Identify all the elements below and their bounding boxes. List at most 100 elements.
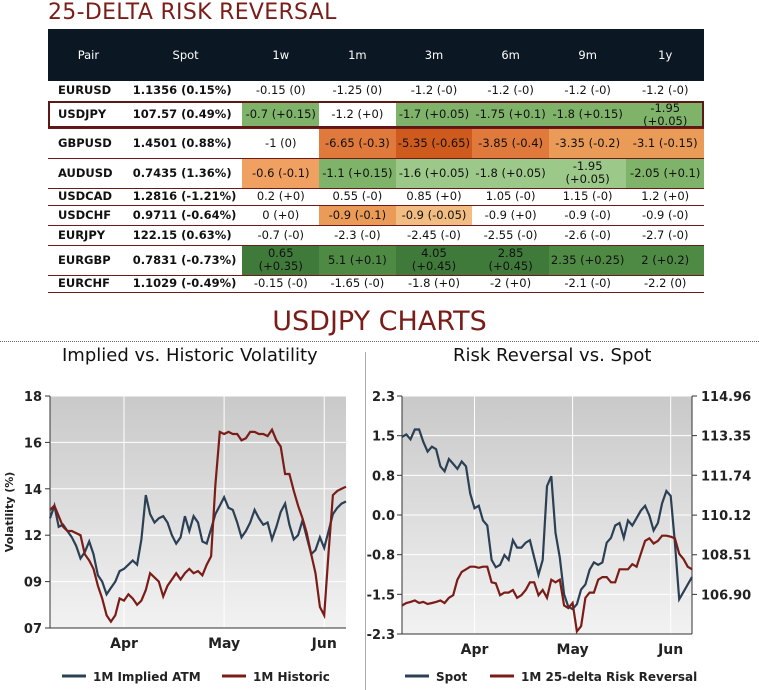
y-tick-label-left: -0.8 xyxy=(367,549,395,564)
y-tick-label: 09 xyxy=(24,576,42,591)
x-tick-label: Jun xyxy=(311,636,337,652)
x-tick-label: Apr xyxy=(110,636,138,652)
volatility-chart: 07 09 12 14 16 18 Apr May Jun Volatility (%) 1M Im… xyxy=(3,390,347,684)
cell-pair: EURCHF xyxy=(48,275,129,293)
cell-tenor-value: 1.05 (-0) xyxy=(472,188,549,206)
cell-tenor-value: -2.7 (-0) xyxy=(626,225,704,246)
header-pair[interactable]: Pair xyxy=(48,29,129,81)
cell-tenor-value: -5.35 (-0.65) xyxy=(395,128,473,159)
cell-tenor-value: 2.35 (+0.25) xyxy=(548,245,627,276)
page-title: 25-DELTA RISK REVERSAL xyxy=(48,0,337,25)
series-line-1 xyxy=(49,427,347,624)
cell-tenor-value: -0.7 (+0.15) xyxy=(242,101,320,129)
chart-title-volatility: Implied vs. Historic Volatility xyxy=(62,345,318,366)
y-axis-label: Volatility (%) xyxy=(3,472,16,553)
header-6m[interactable]: 6m xyxy=(472,29,549,81)
y-tick-label: 18 xyxy=(24,390,42,405)
series-line-1 xyxy=(401,534,693,635)
cell-spot: 1.2816 (-1.21%) xyxy=(128,188,243,206)
cell-tenor-value: 0.85 (+0) xyxy=(395,188,473,206)
cell-tenor-value: -0.7 (-0) xyxy=(242,225,320,246)
cell-pair: EURJPY xyxy=(48,225,129,246)
cell-tenor-value: 2.85 (+0.45) xyxy=(472,245,549,276)
cell-tenor-value: -1.2 (+0) xyxy=(319,101,396,129)
cell-tenor-value: -2 (+0) xyxy=(472,275,549,293)
cell-tenor-value: -2.45 (-0) xyxy=(395,225,473,246)
y-tick-label-left: 1.5 xyxy=(372,430,395,445)
header-1w[interactable]: 1w xyxy=(242,29,320,81)
series-line-0 xyxy=(401,428,693,611)
cell-tenor-value: -1.8 (+0.15) xyxy=(548,101,627,129)
y-tick-label-right: 108.51 xyxy=(701,549,751,564)
x-tick-label: Apr xyxy=(461,642,489,658)
cell-tenor-value: -1.1 (+0.15) xyxy=(319,158,396,189)
cell-tenor-value: -0.15 (-0) xyxy=(242,275,320,293)
risk-reversal-table: Pair Spot 1w 1m 3m 6m 9m 1y EURUSD 1.1356… xyxy=(48,29,704,293)
y-tick-label: 16 xyxy=(24,436,42,451)
y-tick-label-right: 106.90 xyxy=(701,588,751,603)
legend-label-spot: Spot xyxy=(436,670,467,684)
header-1m[interactable]: 1m xyxy=(319,29,396,81)
cell-pair: USDCHF xyxy=(48,205,129,226)
cell-tenor-value: -0.9 (-0) xyxy=(626,205,704,226)
y-tick-label: 12 xyxy=(24,529,42,544)
y-tick-label-right: 110.12 xyxy=(701,509,751,524)
table-row[interactable]: EURUSD 1.1356 (0.15%) -0.15 (0) -1.25 (0) -1… xyxy=(48,81,704,102)
legend-label-historic: 1M Historic xyxy=(253,670,330,684)
table-row[interactable]: EURCHF 1.1029 (-0.49%) -0.15 (-0) -1.65 (-0… xyxy=(48,275,704,293)
cell-spot: 107.57 (0.49%) xyxy=(128,101,243,129)
cell-tenor-value: 0.55 (-0) xyxy=(319,188,396,206)
cell-tenor-value: -0.9 (-0.05) xyxy=(395,205,473,226)
cell-tenor-value: -1.95 (+0.05) xyxy=(626,101,704,129)
cell-pair: EURGBP xyxy=(48,245,129,276)
cell-tenor-value: -0.15 (0) xyxy=(242,81,320,102)
cell-tenor-value: -1.7 (+0.05) xyxy=(395,101,473,129)
cell-spot: 1.1029 (-0.49%) xyxy=(128,275,243,293)
cell-tenor-value: -1.2 (-0) xyxy=(395,81,473,102)
section-divider xyxy=(0,341,759,342)
cell-pair: EURUSD xyxy=(48,81,129,102)
cell-tenor-value: -1.25 (0) xyxy=(319,81,396,102)
cell-tenor-value: -3.35 (-0.2) xyxy=(548,128,627,159)
cell-spot: 0.7435 (1.36%) xyxy=(128,158,243,189)
header-spot[interactable]: Spot xyxy=(128,29,243,81)
cell-tenor-value: -1.8 (+0) xyxy=(395,275,473,293)
y-tick-label-left: 0.0 xyxy=(372,509,395,524)
cell-tenor-value: 1.15 (-0) xyxy=(548,188,627,206)
cell-tenor-value: -0.9 (-0.1) xyxy=(319,205,396,226)
table-row[interactable]: USDCAD 1.2816 (-1.21%) 0.2 (+0) 0.55 (-0) 0.… xyxy=(48,188,704,206)
cell-tenor-value: -1.6 (+0.05) xyxy=(395,158,473,189)
cell-spot: 0.7831 (-0.73%) xyxy=(128,245,243,276)
cell-tenor-value: -0.9 (-0) xyxy=(548,205,627,226)
table-row[interactable]: USDCHF 0.9711 (-0.64%) 0 (+0) -0.9 (-0.1) -0… xyxy=(48,205,704,226)
cell-tenor-value: -3.85 (-0.4) xyxy=(472,128,549,159)
cell-tenor-value: -1.2 (-0) xyxy=(472,81,549,102)
header-3m[interactable]: 3m xyxy=(395,29,473,81)
x-tick-label: Jun xyxy=(657,642,683,658)
header-9m[interactable]: 9m xyxy=(548,29,627,81)
plot-area xyxy=(50,396,346,628)
cell-tenor-value: -2.05 (+0.1) xyxy=(626,158,704,189)
cell-pair: USDCAD xyxy=(48,188,129,206)
cell-tenor-value: -2.2 (0) xyxy=(626,275,704,293)
cell-pair: AUDUSD xyxy=(48,158,129,189)
y-tick-label-left: -1.5 xyxy=(367,588,395,603)
cell-tenor-value: -1.2 (-0) xyxy=(548,81,627,102)
table-row[interactable]: EURGBP 0.7831 (-0.73%) 0.65 (+0.35) 5.1 (+0… xyxy=(48,245,704,276)
cell-pair: GBPUSD xyxy=(48,128,129,159)
cell-spot: 0.9711 (-0.64%) xyxy=(128,205,243,226)
y-tick-label-left: 0.8 xyxy=(372,469,395,484)
cell-tenor-value: -1.8 (+0.05) xyxy=(472,158,549,189)
table-row[interactable]: AUDUSD 0.7435 (1.36%) -0.6 (-0.1) -1.1 (+0.… xyxy=(48,158,704,189)
table-row[interactable]: EURJPY 122.15 (0.63%) -0.7 (-0) -2.3 (-0) -2… xyxy=(48,225,704,246)
cell-spot: 1.4501 (0.88%) xyxy=(128,128,243,159)
table-row[interactable]: GBPUSD 1.4501 (0.88%) -1 (0) -6.65 (-0.3) -5… xyxy=(48,128,704,159)
risk-reversal-chart: 2.3 1.5 0.8 0.0 -0.8 -1.5 -2.3 114.96 113.35 111.… xyxy=(367,390,752,684)
y-tick-label-right: 111.74 xyxy=(701,469,751,484)
table-row[interactable]: USDJPY 107.57 (0.49%) -0.7 (+0.15) -1.2 (+0… xyxy=(48,101,704,129)
cell-tenor-value: -3.1 (-0.15) xyxy=(626,128,704,159)
header-1y[interactable]: 1y xyxy=(626,29,704,81)
charts-section-title: USDJPY CHARTS xyxy=(272,306,487,337)
cell-tenor-value: 5.1 (+0.1) xyxy=(319,245,396,276)
y-tick-label: 07 xyxy=(24,622,42,637)
